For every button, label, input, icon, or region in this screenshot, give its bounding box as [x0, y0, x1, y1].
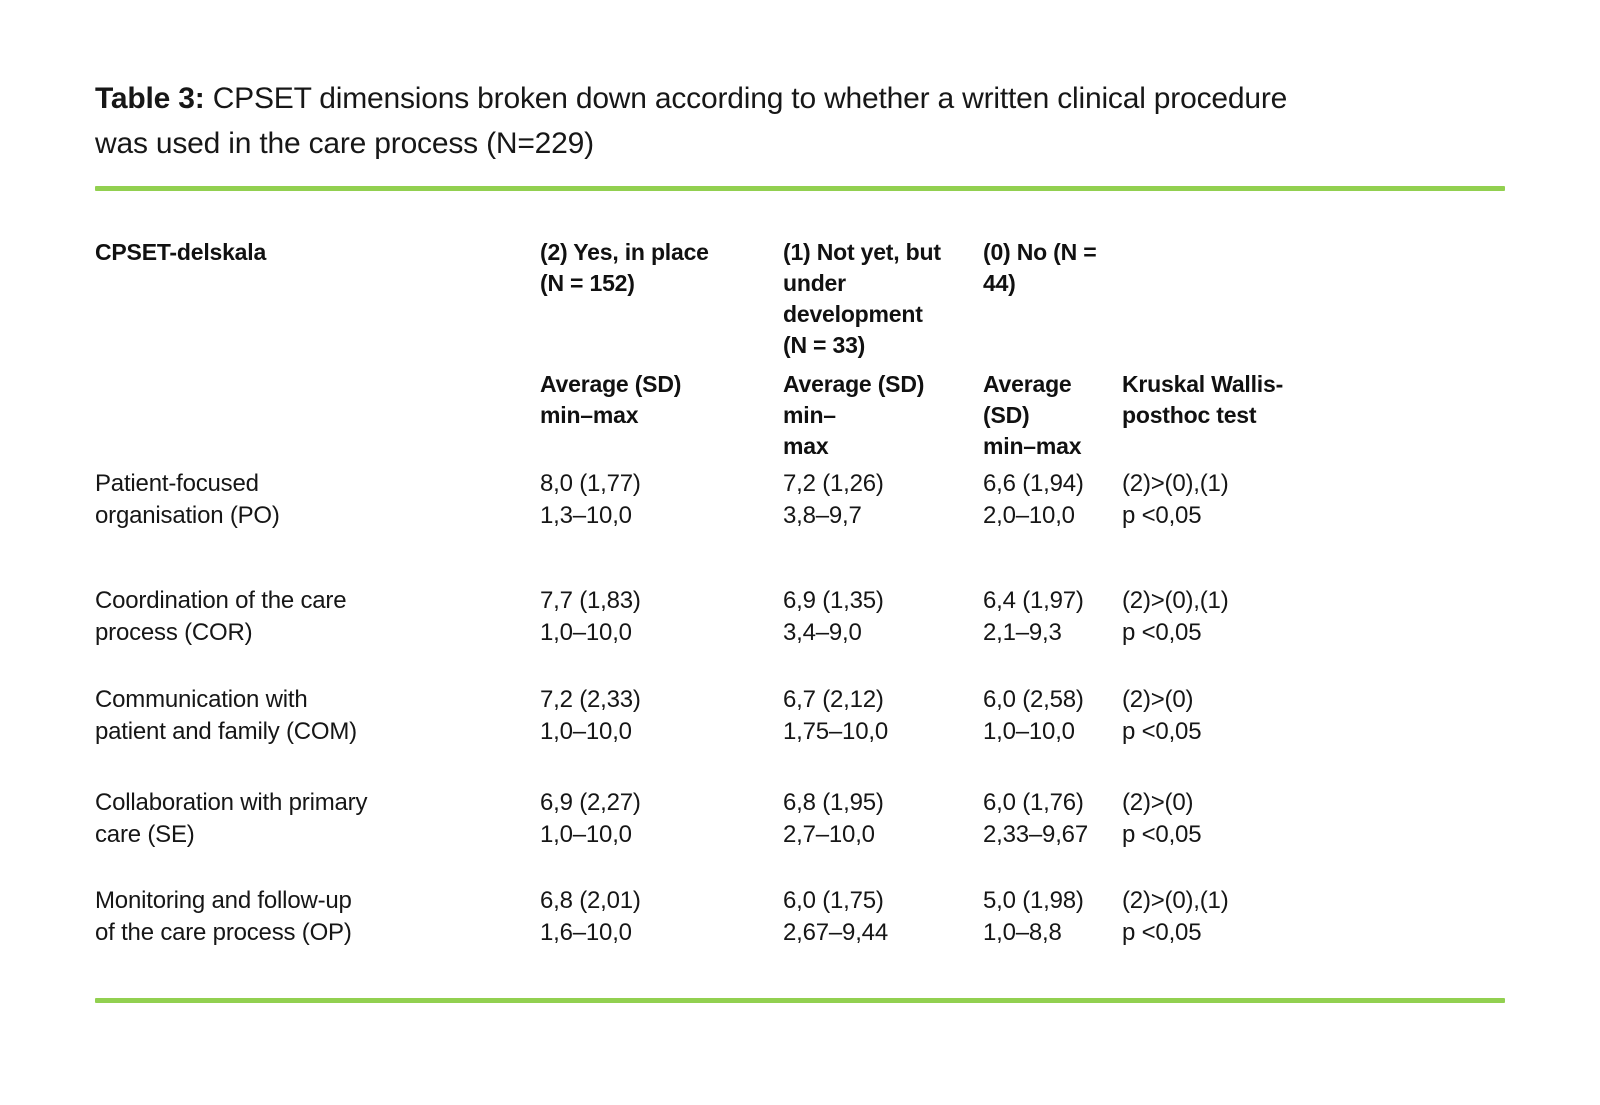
cell-dimension: Patient-focused organisation (PO) — [95, 470, 280, 529]
table-caption-text-line1: CPSET dimensions broken down according t… — [212, 82, 1288, 115]
cell-dev-avg: 6,7 (2,12) 1,75–10,0 — [783, 686, 888, 745]
cell-dev-avg: 7,2 (1,26) 3,8–9,7 — [783, 470, 884, 529]
cell-no-avg: 5,0 (1,98) 1,0–8,8 — [983, 887, 1084, 946]
cell-dimension: Communication with patient and family (C… — [95, 686, 357, 745]
cell-posthoc: (2)>(0),(1) p <0,05 — [1122, 470, 1229, 529]
table-row: Patient-focused organisation (PO) 8,0 (1… — [95, 468, 1505, 529]
col-header-dev: (1) Not yet, but under development (N = … — [783, 239, 941, 358]
cell-yes-avg: 8,0 (1,77) 1,3–10,0 — [540, 470, 641, 529]
cell-posthoc: (2)>(0) p <0,05 — [1122, 686, 1202, 745]
cell-no-avg: 6,4 (1,97) 2,1–9,3 — [983, 587, 1084, 646]
cell-posthoc: (2)>(0),(1) p <0,05 — [1122, 887, 1229, 946]
table-subheader-row: Average (SD) min–max Average (SD) min– m… — [95, 369, 1505, 459]
cell-yes-avg: 6,8 (2,01) 1,6–10,0 — [540, 887, 641, 946]
cell-dimension: Monitoring and follow-up of the care pro… — [95, 887, 352, 946]
cell-dev-avg: 6,9 (1,35) 3,4–9,0 — [783, 587, 884, 646]
subheader-dev: Average (SD) min– max — [783, 371, 925, 459]
cell-yes-avg: 7,7 (1,83) 1,0–10,0 — [540, 587, 641, 646]
cell-posthoc: (2)>(0) p <0,05 — [1122, 789, 1202, 848]
table-caption: Table 3: CPSET dimensions broken down ac… — [95, 76, 1555, 166]
bottom-rule — [95, 998, 1505, 1003]
cell-dimension: Collaboration with primary care (SE) — [95, 789, 368, 848]
subheader-posthoc: Kruskal Wallis- posthoc test — [1122, 371, 1284, 428]
table-row: Communication with patient and family (C… — [95, 684, 1505, 745]
table-header-row: CPSET-delskala (2) Yes, in place (N = 15… — [95, 237, 1505, 358]
cell-dev-avg: 6,0 (1,75) 2,67–9,44 — [783, 887, 888, 946]
col-header-dimension: CPSET-delskala — [95, 239, 267, 265]
cell-dev-avg: 6,8 (1,95) 2,7–10,0 — [783, 789, 884, 848]
subheader-no: Average (SD) min–max — [983, 371, 1082, 459]
table-row: Monitoring and follow-up of the care pro… — [95, 885, 1505, 946]
table-caption-label: Table 3: — [95, 82, 205, 115]
table-row: Collaboration with primary care (SE) 6,9… — [95, 787, 1505, 848]
top-rule — [95, 186, 1505, 191]
cell-yes-avg: 7,2 (2,33) 1,0–10,0 — [540, 686, 641, 745]
subheader-yes: Average (SD) min–max — [540, 371, 682, 428]
col-header-yes: (2) Yes, in place (N = 152) — [540, 239, 709, 296]
cell-posthoc: (2)>(0),(1) p <0,05 — [1122, 587, 1229, 646]
table-row: Coordination of the care process (COR) 7… — [95, 585, 1505, 646]
cell-no-avg: 6,6 (1,94) 2,0–10,0 — [983, 470, 1084, 529]
table-caption-text-line2: was used in the care process (N=229) — [95, 127, 594, 160]
col-header-no: (0) No (N = 44) — [983, 239, 1097, 296]
cell-yes-avg: 6,9 (2,27) 1,0–10,0 — [540, 789, 641, 848]
cell-no-avg: 6,0 (2,58) 1,0–10,0 — [983, 686, 1084, 745]
cell-dimension: Coordination of the care process (COR) — [95, 587, 347, 646]
cell-no-avg: 6,0 (1,76) 2,33–9,67 — [983, 789, 1088, 848]
